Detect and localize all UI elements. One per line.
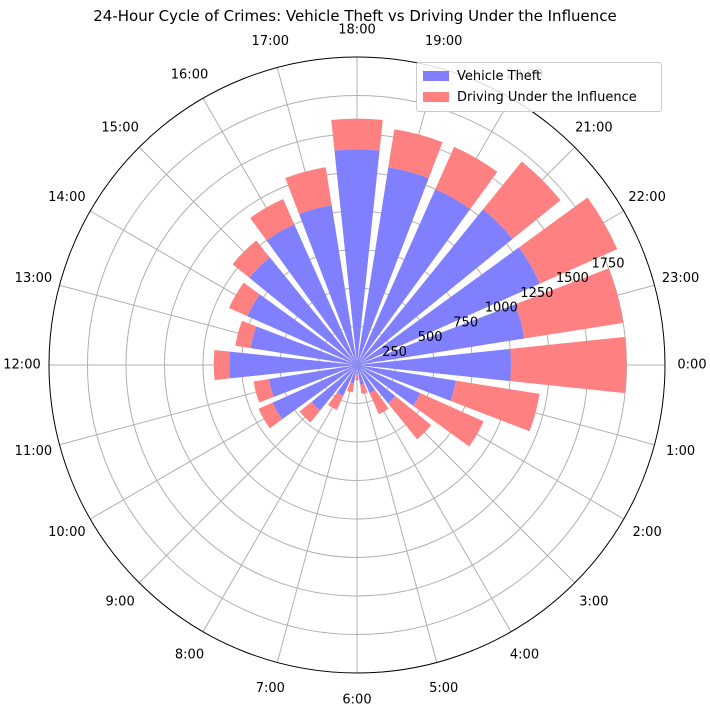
bar-dui-19 <box>388 129 443 179</box>
r-tick-label-750: 750 <box>453 315 478 330</box>
hour-label-22: 22:00 <box>628 190 665 205</box>
hour-label-9: 9:00 <box>106 594 135 609</box>
hour-label-8: 8:00 <box>175 648 204 663</box>
bar-dui-14 <box>228 282 260 317</box>
bar-dui-2 <box>413 393 484 447</box>
bar-dui-15 <box>232 240 270 278</box>
grid-spoke-7 <box>276 364 358 663</box>
legend-item-dui: Driving Under the Influence <box>423 88 637 106</box>
legend-label-vehicle-theft: Vehicle Theft <box>457 68 542 84</box>
hour-label-11: 11:00 <box>15 444 52 459</box>
bar-dui-8 <box>328 392 344 411</box>
bar-vehicle-theft-4 <box>357 365 376 394</box>
bar-vehicle-theft-10 <box>272 365 357 420</box>
bar-vehicle-theft-16 <box>266 224 357 365</box>
bar-vehicle-theft-14 <box>247 294 357 365</box>
hour-label-19: 19:00 <box>425 34 462 49</box>
bar-dui-11 <box>253 378 274 403</box>
legend-label-dui: Driving Under the Influence <box>457 89 637 105</box>
r-tick-label-1000: 1000 <box>485 301 518 316</box>
bar-vehicle-theft-7 <box>350 365 357 384</box>
hour-label-12: 12:00 <box>3 358 40 373</box>
r-tick-label-1250: 1250 <box>520 286 553 301</box>
bar-layer <box>213 118 627 447</box>
legend-swatch-dui <box>423 92 449 102</box>
hour-label-4: 4:00 <box>510 648 539 663</box>
legend-swatch-vehicle-theft <box>423 71 449 81</box>
bar-vehicle-theft-9 <box>311 365 357 411</box>
hour-label-15: 15:00 <box>101 121 138 136</box>
bar-dui-1 <box>450 380 540 432</box>
r-tick-label-500: 500 <box>418 330 443 345</box>
grid-spoke-8 <box>202 364 358 632</box>
bar-vehicle-theft-17 <box>299 205 357 365</box>
hour-label-21: 21:00 <box>575 121 612 136</box>
hour-label-18: 18:00 <box>338 23 375 38</box>
bar-dui-17 <box>285 167 332 215</box>
r-tick-label-1750: 1750 <box>591 256 624 271</box>
r-tick-label-250: 250 <box>382 345 407 360</box>
hour-tick-labels: 0:00 1:00 2:00 3:00 4:00 5:00 6:00 7:00 8:00 9:00… <box>3 23 706 708</box>
bar-vehicle-theft-23 <box>357 304 525 365</box>
hour-label-5: 5:00 <box>429 681 458 696</box>
bar-vehicle-theft-8 <box>337 365 357 396</box>
bar-dui-9 <box>299 401 321 423</box>
bar-vehicle-theft-18 <box>334 149 380 365</box>
legend: Vehicle Theft Driving Under the Influenc… <box>416 62 662 112</box>
bar-vehicle-theft-2 <box>357 365 421 406</box>
bar-dui-13 <box>235 320 257 349</box>
bar-dui-7 <box>347 382 355 393</box>
hour-label-1: 1:00 <box>666 444 695 459</box>
bar-dui-21 <box>482 161 561 240</box>
bar-dui-16 <box>250 198 295 241</box>
bar-vehicle-theft-3 <box>357 365 396 404</box>
chart-title: 24-Hour Cycle of Crimes: Vehicle Theft v… <box>93 7 617 25</box>
hour-label-0: 0:00 <box>677 358 706 373</box>
bar-vehicle-theft-15 <box>249 257 357 365</box>
hour-label-14: 14:00 <box>48 190 85 205</box>
bar-vehicle-theft-22 <box>357 247 540 365</box>
hour-label-23: 23:00 <box>662 271 699 286</box>
bar-vehicle-theft-21 <box>357 209 513 365</box>
bar-dui-12 <box>213 350 230 380</box>
bar-vehicle-theft-19 <box>357 167 429 365</box>
bar-vehicle-theft-12 <box>229 351 357 379</box>
bar-vehicle-theft-6 <box>356 365 358 375</box>
bar-dui-18 <box>331 118 383 151</box>
bar-dui-23 <box>515 268 624 339</box>
bar-vehicle-theft-1 <box>357 365 456 401</box>
bar-dui-6 <box>355 374 359 381</box>
hour-label-17: 17:00 <box>252 34 289 49</box>
bar-dui-3 <box>388 396 432 440</box>
bar-dui-20 <box>435 146 498 210</box>
hour-label-7: 7:00 <box>256 681 285 696</box>
bar-vehicle-theft-13 <box>250 326 357 365</box>
hour-label-3: 3:00 <box>579 594 608 609</box>
bar-vehicle-theft-11 <box>268 365 357 398</box>
r-tick-label-1500: 1500 <box>556 271 589 286</box>
hour-label-13: 13:00 <box>15 271 52 286</box>
bar-dui-10 <box>258 402 283 429</box>
bar-dui-5 <box>360 383 368 394</box>
outer-ring <box>48 56 666 674</box>
bar-vehicle-theft-20 <box>357 189 471 365</box>
hour-label-2: 2:00 <box>633 525 662 540</box>
legend-item-vehicle-theft: Vehicle Theft <box>423 67 541 85</box>
hour-label-6: 6:00 <box>342 693 371 708</box>
hour-label-16: 16:00 <box>171 67 208 82</box>
bar-vehicle-theft-0 <box>357 348 511 382</box>
grid-spoke-5 <box>356 364 438 663</box>
bar-dui-22 <box>518 197 618 284</box>
bar-vehicle-theft-5 <box>357 365 365 385</box>
bar-dui-4 <box>369 389 389 415</box>
hour-label-10: 10:00 <box>48 525 85 540</box>
bar-dui-0 <box>510 336 627 394</box>
